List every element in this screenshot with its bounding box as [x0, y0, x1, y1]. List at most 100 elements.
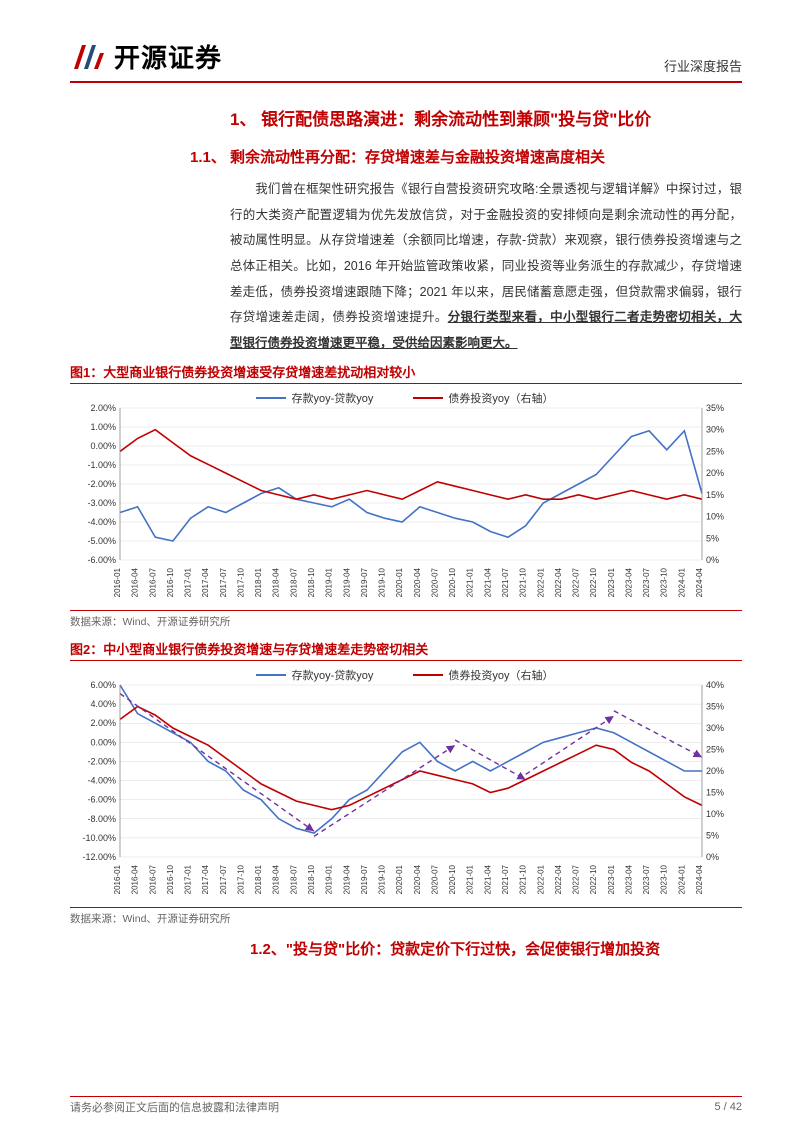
body-paragraph-1: 我们曾在框架性研究报告《银行自营投资研究攻略:全景透视与逻辑详解》中探讨过，银行…	[230, 177, 742, 356]
svg-text:2021-04: 2021-04	[483, 865, 492, 895]
svg-text:30%: 30%	[706, 723, 724, 733]
chart2-title-line	[70, 660, 742, 661]
chart1-source-line	[70, 610, 742, 611]
svg-text:2018-10: 2018-10	[307, 865, 316, 895]
svg-text:2022-10: 2022-10	[589, 865, 598, 895]
svg-text:2022-07: 2022-07	[572, 568, 581, 598]
svg-text:2020-10: 2020-10	[448, 865, 457, 895]
svg-text:2021-01: 2021-01	[466, 865, 475, 895]
svg-text:-2.00%: -2.00%	[87, 757, 116, 767]
chart2-legend-line-1	[256, 674, 286, 676]
svg-text:2021-10: 2021-10	[519, 865, 528, 895]
svg-text:2020-04: 2020-04	[413, 568, 422, 598]
svg-text:2016-10: 2016-10	[166, 568, 175, 598]
svg-text:-6.00%: -6.00%	[87, 555, 116, 565]
svg-text:2019-10: 2019-10	[378, 568, 387, 598]
svg-text:5%: 5%	[706, 831, 719, 841]
page-footer: 请务必参阅正文后面的信息披露和法律声明 5 / 42	[70, 1099, 742, 1115]
chart2-legend-item-2: 债券投资yoy（右轴）	[413, 667, 553, 683]
svg-text:2020-01: 2020-01	[395, 865, 404, 895]
company-logo: 开源证券	[70, 38, 222, 75]
footer-disclaimer: 请务必参阅正文后面的信息披露和法律声明	[70, 1099, 279, 1115]
svg-text:2024-04: 2024-04	[695, 865, 704, 895]
chart2-source-line	[70, 907, 742, 908]
svg-text:-8.00%: -8.00%	[87, 814, 116, 824]
svg-text:2017-07: 2017-07	[219, 865, 228, 895]
chart1-source: 数据来源：Wind、开源证券研究所	[70, 614, 742, 629]
chart2-source: 数据来源：Wind、开源证券研究所	[70, 911, 742, 926]
svg-text:2016-07: 2016-07	[148, 865, 157, 895]
svg-text:-10.00%: -10.00%	[82, 833, 116, 843]
svg-text:5%: 5%	[706, 534, 719, 544]
chart1: 存款yoy-贷款yoy 债券投资yoy（右轴） -6.00%-5.00%-4.0…	[70, 388, 740, 608]
chart2-legend-label-1: 存款yoy-贷款yoy	[291, 667, 373, 683]
svg-text:2018-01: 2018-01	[254, 568, 263, 598]
svg-text:2019-04: 2019-04	[342, 865, 351, 895]
svg-text:10%: 10%	[706, 809, 724, 819]
svg-text:2024-01: 2024-01	[677, 865, 686, 895]
section-heading-1-2: 1.2、"投与贷"比价：贷款定价下行过快，会促使银行增加投资	[250, 938, 742, 959]
svg-text:-2.00%: -2.00%	[87, 479, 116, 489]
svg-text:2023-10: 2023-10	[660, 568, 669, 598]
svg-text:2019-04: 2019-04	[342, 568, 351, 598]
logo-icon	[70, 39, 106, 75]
svg-text:-3.00%: -3.00%	[87, 498, 116, 508]
company-name: 开源证券	[114, 38, 222, 75]
chart1-legend-label-1: 存款yoy-贷款yoy	[291, 390, 373, 406]
svg-text:2018-01: 2018-01	[254, 865, 263, 895]
svg-text:0%: 0%	[706, 555, 719, 565]
chart2: 存款yoy-贷款yoy 债券投资yoy（右轴） -12.00% -10.00% -8…	[70, 665, 740, 905]
svg-text:2019-01: 2019-01	[325, 865, 334, 895]
svg-text:-1.00%: -1.00%	[87, 460, 116, 470]
svg-text:2019-07: 2019-07	[360, 568, 369, 598]
footer-divider	[70, 1096, 742, 1097]
svg-text:1.00%: 1.00%	[90, 422, 116, 432]
chart2-legend-item-1: 存款yoy-贷款yoy	[256, 667, 373, 683]
document-type: 行业深度报告	[664, 56, 742, 75]
svg-text:2016-01: 2016-01	[113, 568, 122, 598]
svg-text:2017-01: 2017-01	[184, 568, 193, 598]
svg-text:2022-04: 2022-04	[554, 865, 563, 895]
svg-text:2020-04: 2020-04	[413, 865, 422, 895]
svg-text:2022-01: 2022-01	[536, 865, 545, 895]
svg-text:2023-01: 2023-01	[607, 568, 616, 598]
svg-text:2019-07: 2019-07	[360, 865, 369, 895]
svg-text:2023-10: 2023-10	[660, 865, 669, 895]
svg-text:2020-10: 2020-10	[448, 568, 457, 598]
svg-text:25%: 25%	[706, 447, 724, 457]
svg-text:2016-01: 2016-01	[113, 865, 122, 895]
svg-text:2021-10: 2021-10	[519, 568, 528, 598]
section-heading-1-1: 1.1、 剩余流动性再分配：存贷增速差与金融投资增速高度相关	[190, 146, 742, 167]
svg-text:2018-04: 2018-04	[272, 568, 281, 598]
svg-text:2022-07: 2022-07	[572, 865, 581, 895]
footer-page-number: 5 / 42	[714, 1101, 742, 1113]
svg-text:2016-07: 2016-07	[148, 568, 157, 598]
svg-text:30%: 30%	[706, 425, 724, 435]
svg-text:20%: 20%	[706, 766, 724, 776]
svg-text:2017-10: 2017-10	[236, 568, 245, 598]
svg-text:-12.00%: -12.00%	[82, 852, 116, 862]
svg-text:-4.00%: -4.00%	[87, 776, 116, 786]
svg-text:2020-07: 2020-07	[430, 865, 439, 895]
svg-text:2019-10: 2019-10	[378, 865, 387, 895]
chart1-legend-item-1: 存款yoy-贷款yoy	[256, 390, 373, 406]
svg-text:15%: 15%	[706, 788, 724, 798]
svg-text:2022-01: 2022-01	[536, 568, 545, 598]
svg-text:2021-04: 2021-04	[483, 568, 492, 598]
svg-text:0.00%: 0.00%	[90, 738, 116, 748]
chart2-legend: 存款yoy-贷款yoy 债券投资yoy（右轴）	[70, 667, 740, 683]
svg-text:2019-01: 2019-01	[325, 568, 334, 598]
svg-text:4.00%: 4.00%	[90, 699, 116, 709]
svg-text:2022-10: 2022-10	[589, 568, 598, 598]
svg-text:10%: 10%	[706, 512, 724, 522]
svg-text:25%: 25%	[706, 745, 724, 755]
para1-text: 我们曾在框架性研究报告《银行自营投资研究攻略:全景透视与逻辑详解》中探讨过，银行…	[230, 182, 742, 324]
svg-text:2023-01: 2023-01	[607, 865, 616, 895]
svg-text:2021-07: 2021-07	[501, 865, 510, 895]
chart1-legend: 存款yoy-贷款yoy 债券投资yoy（右轴）	[70, 390, 740, 406]
chart2-title: 图2：中小型商业银行债券投资增速与存贷增速差走势密切相关	[70, 639, 742, 658]
svg-text:2.00%: 2.00%	[90, 719, 116, 729]
chart1-legend-line-2	[413, 397, 443, 399]
svg-text:-4.00%: -4.00%	[87, 517, 116, 527]
svg-text:2018-04: 2018-04	[272, 865, 281, 895]
